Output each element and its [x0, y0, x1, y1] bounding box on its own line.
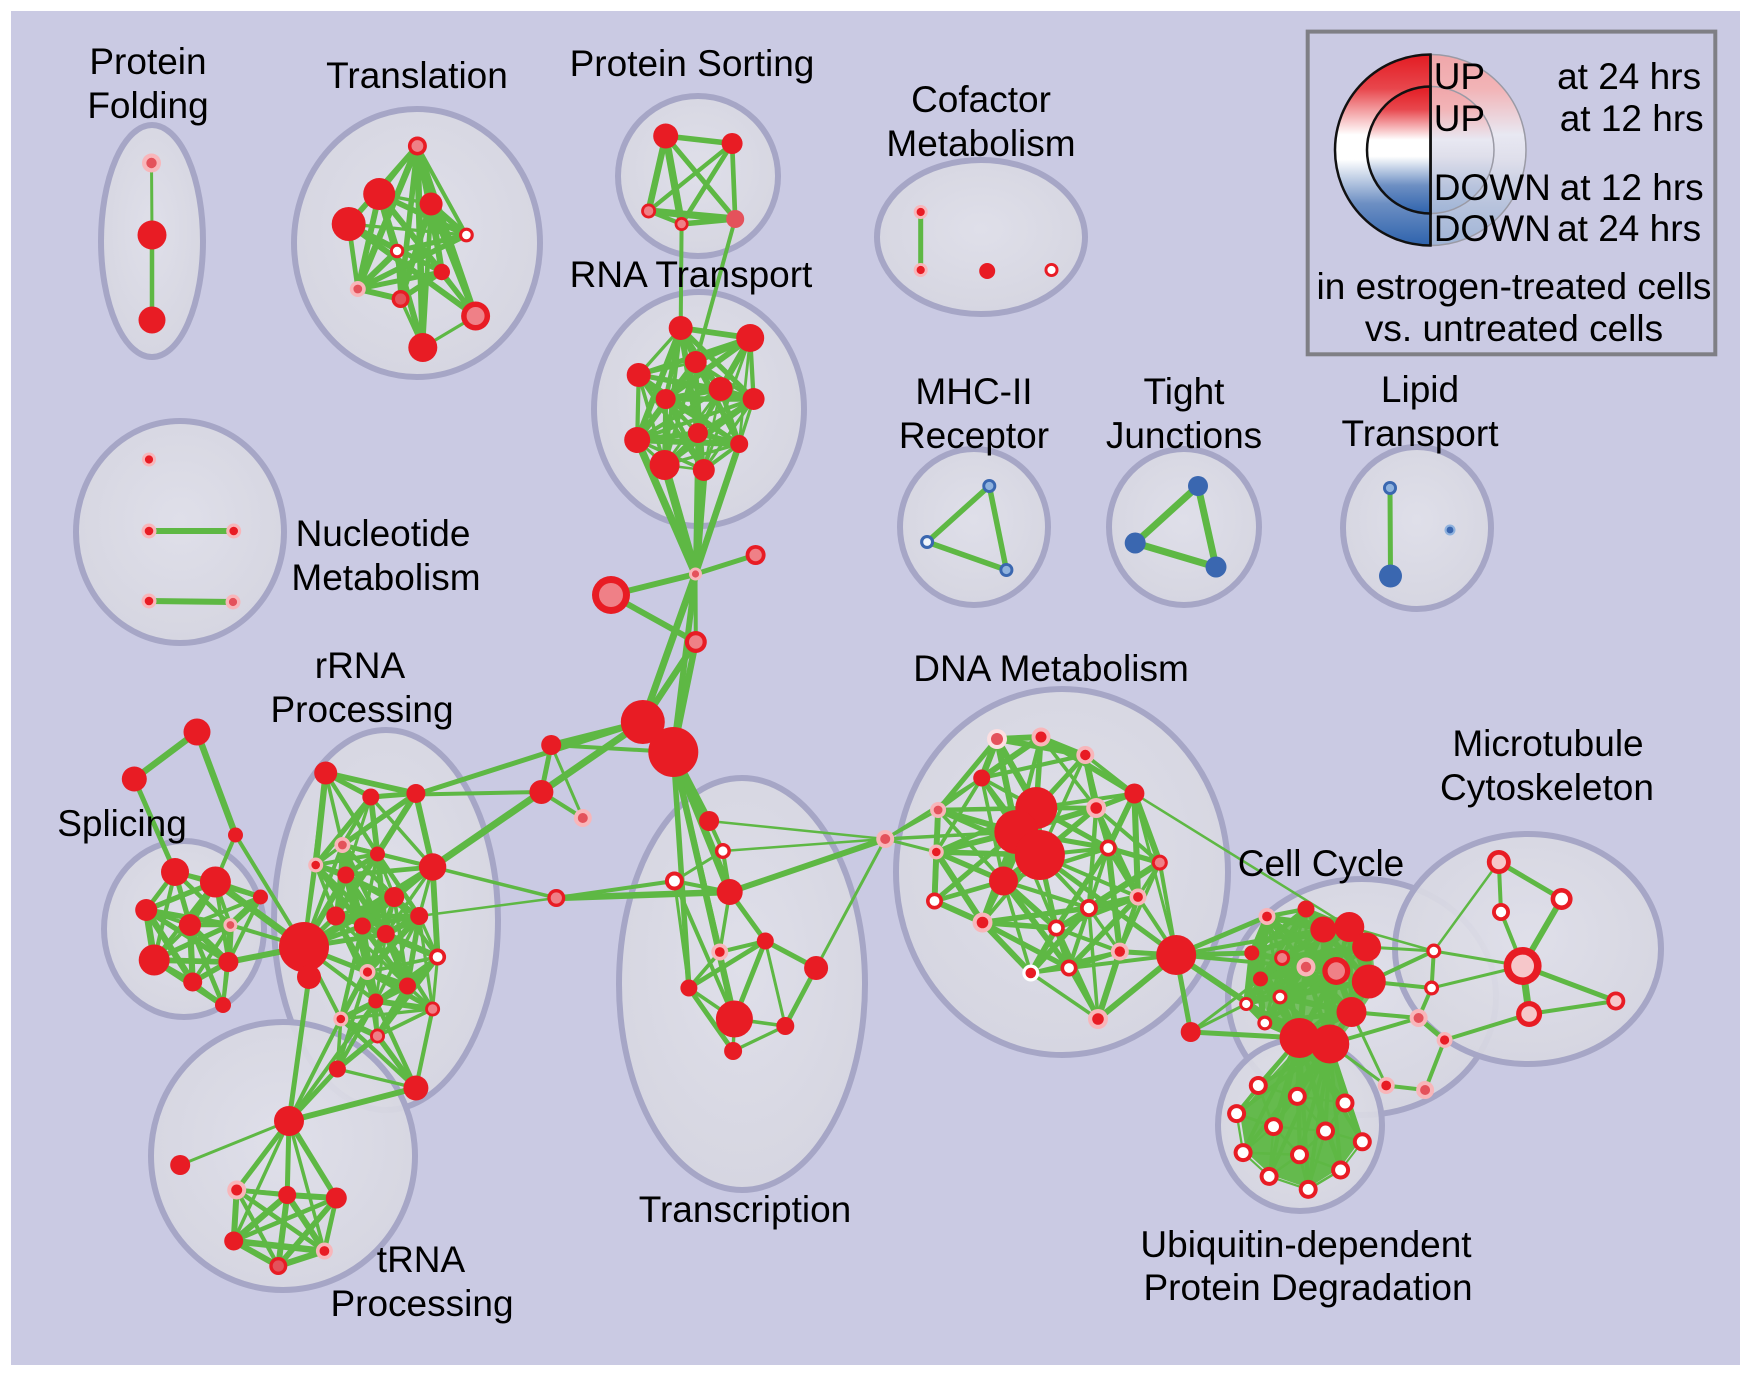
svg-text:at 24 hrs: at 24 hrs — [1557, 208, 1701, 249]
svg-text:Cofactor: Cofactor — [911, 79, 1051, 120]
svg-text:Translation: Translation — [326, 55, 508, 96]
svg-text:Protein: Protein — [89, 41, 206, 82]
svg-text:vs. untreated cells: vs. untreated cells — [1365, 308, 1663, 349]
svg-text:Nucleotide: Nucleotide — [296, 513, 471, 554]
svg-text:Processing: Processing — [330, 1283, 513, 1324]
svg-text:Metabolism: Metabolism — [886, 123, 1075, 164]
svg-text:Microtubule: Microtubule — [1452, 723, 1643, 764]
svg-text:Processing: Processing — [270, 689, 453, 730]
svg-text:at 24 hrs: at 24 hrs — [1557, 56, 1701, 97]
svg-text:DNA Metabolism: DNA Metabolism — [913, 648, 1189, 689]
svg-text:RNA Transport: RNA Transport — [570, 254, 813, 295]
svg-text:UP: UP — [1434, 98, 1485, 139]
svg-text:Transport: Transport — [1342, 413, 1500, 454]
svg-text:Splicing: Splicing — [57, 803, 187, 844]
svg-text:Tight: Tight — [1144, 371, 1226, 412]
svg-text:Protein Degradation: Protein Degradation — [1143, 1267, 1472, 1308]
svg-text:tRNA: tRNA — [377, 1239, 466, 1280]
svg-text:Junctions: Junctions — [1106, 415, 1262, 456]
svg-text:DOWN: DOWN — [1434, 208, 1551, 249]
svg-text:UP: UP — [1434, 56, 1485, 97]
svg-text:Transcription: Transcription — [639, 1189, 851, 1230]
svg-text:DOWN: DOWN — [1434, 167, 1551, 208]
svg-text:in estrogen-treated cells: in estrogen-treated cells — [1317, 266, 1712, 307]
svg-text:Cell Cycle: Cell Cycle — [1238, 843, 1405, 884]
svg-text:Metabolism: Metabolism — [291, 557, 480, 598]
svg-text:Lipid: Lipid — [1381, 369, 1459, 410]
svg-text:Cytoskeleton: Cytoskeleton — [1440, 767, 1654, 808]
svg-text:Folding: Folding — [87, 85, 208, 126]
svg-text:at 12 hrs: at 12 hrs — [1560, 167, 1704, 208]
svg-text:at 12 hrs: at 12 hrs — [1560, 98, 1704, 139]
svg-text:Ubiquitin-dependent: Ubiquitin-dependent — [1140, 1224, 1472, 1265]
svg-text:rRNA: rRNA — [315, 645, 406, 686]
svg-text:Receptor: Receptor — [899, 415, 1049, 456]
svg-text:Protein Sorting: Protein Sorting — [570, 43, 815, 84]
svg-text:MHC-II: MHC-II — [915, 371, 1032, 412]
